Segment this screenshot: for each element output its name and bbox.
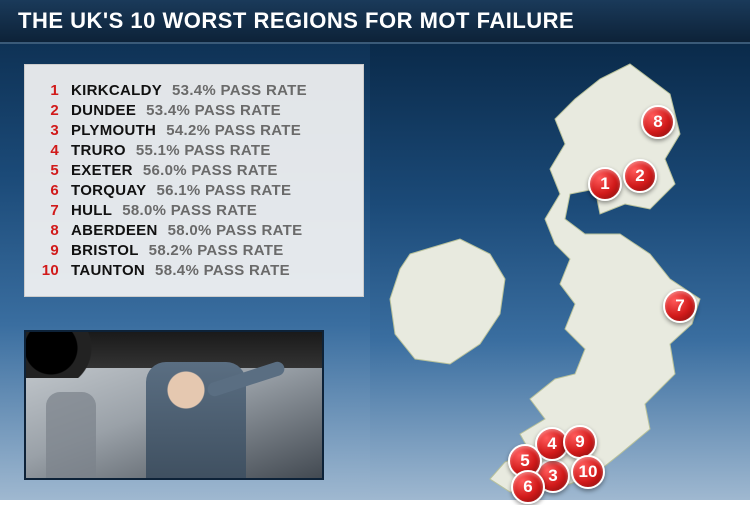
map-pin-label: 4	[547, 434, 556, 454]
map-pin: 10	[571, 455, 605, 489]
rank-rate: 58.2% PASS RATE	[149, 242, 284, 259]
ranking-panel: 1 KIRKCALDY 53.4% PASS RATE 2 DUNDEE 53.4% PA…	[24, 64, 364, 297]
map-pin-label: 7	[675, 296, 684, 316]
rank-row: 5 EXETER 56.0% PASS RATE	[35, 162, 349, 179]
rank-number: 2	[35, 102, 59, 119]
rank-row: 3 PLYMOUTH 54.2% PASS RATE	[35, 122, 349, 139]
map-pin-label: 9	[575, 432, 584, 452]
rank-rate: 54.2% PASS RATE	[166, 122, 301, 139]
map-pin: 6	[511, 470, 545, 504]
rank-rate: 53.4% PASS RATE	[146, 102, 281, 119]
rank-rate-suffix: PASS RATE	[197, 242, 283, 259]
rank-number: 6	[35, 182, 59, 199]
rank-rate-suffix: PASS RATE	[184, 142, 270, 159]
map-pin-label: 8	[653, 112, 662, 132]
rank-rate-suffix: PASS RATE	[191, 162, 277, 179]
rank-rate-value: 56.1%	[156, 182, 200, 199]
rank-number: 8	[35, 222, 59, 239]
rank-rate: 53.4% PASS RATE	[172, 82, 307, 99]
wheel-icon	[24, 330, 96, 378]
rank-row: 1 KIRKCALDY 53.4% PASS RATE	[35, 82, 349, 99]
rank-number: 5	[35, 162, 59, 179]
rank-rate-suffix: PASS RATE	[171, 202, 257, 219]
rank-number: 9	[35, 242, 59, 259]
map-pin-label: 10	[579, 462, 598, 482]
rank-city: PLYMOUTH	[71, 122, 156, 139]
map-pin: 9	[563, 425, 597, 459]
inset-photo	[24, 330, 324, 480]
rank-city: ABERDEEN	[71, 222, 158, 239]
rank-rate-suffix: PASS RATE	[221, 82, 307, 99]
infographic-stage: THE UK'S 10 WORST REGIONS FOR MOT FAILUR…	[0, 0, 750, 500]
rank-rate-value: 56.0%	[143, 162, 187, 179]
rank-rate-suffix: PASS RATE	[216, 222, 302, 239]
rank-rate: 58.0% PASS RATE	[122, 202, 257, 219]
rank-rate-suffix: PASS RATE	[195, 102, 281, 119]
rank-city: TAUNTON	[71, 262, 145, 279]
map-pin: 2	[623, 159, 657, 193]
map-pin-label: 3	[548, 466, 557, 486]
rank-city: TORQUAY	[71, 182, 146, 199]
rank-rate-value: 55.1%	[136, 142, 180, 159]
rank-row: 6 TORQUAY 56.1% PASS RATE	[35, 182, 349, 199]
map-pin: 1	[588, 167, 622, 201]
background-person	[46, 392, 96, 480]
rank-number: 4	[35, 142, 59, 159]
rank-rate: 56.1% PASS RATE	[156, 182, 291, 199]
rank-rate: 58.4% PASS RATE	[155, 262, 290, 279]
rank-row: 4 TRURO 55.1% PASS RATE	[35, 142, 349, 159]
rank-number: 1	[35, 82, 59, 99]
rank-city: EXETER	[71, 162, 133, 179]
rank-rate-suffix: PASS RATE	[204, 262, 290, 279]
rank-row: 10 TAUNTON 58.4% PASS RATE	[35, 262, 349, 279]
map-pin-label: 2	[635, 166, 644, 186]
rank-rate: 58.0% PASS RATE	[168, 222, 303, 239]
rank-row: 8 ABERDEEN 58.0% PASS RATE	[35, 222, 349, 239]
rank-rate-suffix: PASS RATE	[205, 182, 291, 199]
rank-number: 10	[35, 262, 59, 279]
rank-rate-value: 58.4%	[155, 262, 199, 279]
rank-rate: 56.0% PASS RATE	[143, 162, 278, 179]
rank-row: 7 HULL 58.0% PASS RATE	[35, 202, 349, 219]
map-pin: 8	[641, 105, 675, 139]
header-bar: THE UK'S 10 WORST REGIONS FOR MOT FAILUR…	[0, 0, 750, 44]
rank-rate-value: 58.0%	[168, 222, 212, 239]
rank-city: TRURO	[71, 142, 126, 159]
rank-row: 2 DUNDEE 53.4% PASS RATE	[35, 102, 349, 119]
rank-rate-value: 53.4%	[172, 82, 216, 99]
rank-city: DUNDEE	[71, 102, 136, 119]
map-pin-label: 1	[600, 174, 609, 194]
land-ireland	[390, 239, 505, 364]
rank-rate-suffix: PASS RATE	[215, 122, 301, 139]
rank-rate-value: 54.2%	[166, 122, 210, 139]
rank-rate: 55.1% PASS RATE	[136, 142, 271, 159]
header-title: THE UK'S 10 WORST REGIONS FOR MOT FAILUR…	[18, 8, 574, 34]
rank-number: 7	[35, 202, 59, 219]
rank-city: HULL	[71, 202, 112, 219]
map-pin: 7	[663, 289, 697, 323]
rank-rate-value: 58.0%	[122, 202, 166, 219]
map-pin-label: 5	[520, 451, 529, 471]
rank-city: BRISTOL	[71, 242, 139, 259]
rank-number: 3	[35, 122, 59, 139]
rank-city: KIRKCALDY	[71, 82, 162, 99]
uk-map: 1 2 3 45 6 7 8 9 10	[370, 44, 750, 500]
rank-row: 9 BRISTOL 58.2% PASS RATE	[35, 242, 349, 259]
map-pin-label: 6	[523, 477, 532, 497]
rank-rate-value: 58.2%	[149, 242, 193, 259]
rank-rate-value: 53.4%	[146, 102, 190, 119]
